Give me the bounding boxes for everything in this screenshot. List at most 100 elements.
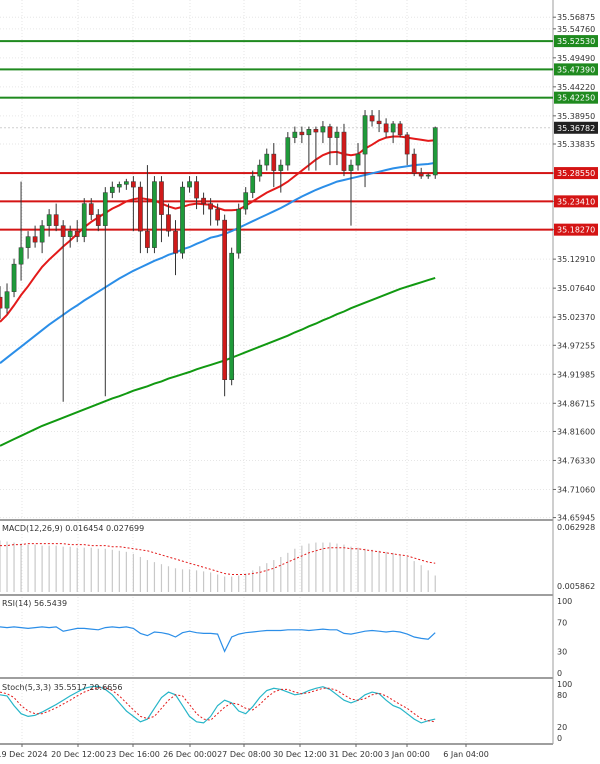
- panel-separator: [0, 519, 553, 521]
- panel-borders: [0, 0, 554, 745]
- rsi-tick-label: 30: [557, 647, 567, 656]
- price-tick-label: 35.56875: [557, 13, 595, 22]
- candle-body: [250, 175, 256, 193]
- resistance-level-label-bg: [554, 35, 598, 48]
- rsi-tick-label: 0: [557, 669, 562, 678]
- candle-body: [32, 236, 38, 243]
- candles: [0, 110, 438, 402]
- stoch-panel: 100 80 20 0: [0, 680, 572, 743]
- price-tick-label: 35.44220: [557, 83, 595, 92]
- time-tick-label: 30 Dec 12:00: [273, 750, 327, 759]
- support-level-label-bg: [554, 195, 598, 208]
- rsi-panel: 100 70 30 0: [0, 597, 572, 678]
- rsi-label: RSI(14) 56.5439: [2, 599, 67, 608]
- time-tick-label: 6 Jan 04:00: [443, 750, 489, 759]
- candle-body: [278, 164, 284, 171]
- stoch-tick-label: 80: [557, 691, 567, 700]
- resistance-level-label-bg: [554, 63, 598, 76]
- candle-body: [257, 164, 263, 177]
- stoch-tick-label: 0: [557, 734, 562, 743]
- support-level-label-bg: [554, 223, 598, 236]
- candle-body: [152, 181, 157, 248]
- candle-body: [173, 230, 178, 254]
- panel-separator: [0, 594, 553, 596]
- candle-body: [46, 214, 52, 226]
- candle-body: [88, 203, 94, 215]
- time-tick-label: 20 Dec 12:00: [51, 750, 105, 759]
- support-level-label-bg: [554, 167, 598, 180]
- price-tick-label: 35.49490: [557, 54, 595, 63]
- candle-body: [124, 181, 129, 185]
- ma-mid-line: [0, 161, 436, 364]
- price-tick-label: 35.54760: [557, 25, 595, 34]
- time-tick-label: 26 Dec 00:00: [163, 750, 217, 759]
- time-axis: 19 Dec 2024 20 Dec 12:00 23 Dec 16:00 26 De…: [0, 744, 489, 759]
- price-tick-label: 35.02370: [557, 313, 595, 322]
- macd-tick-label: 0.062928: [557, 523, 595, 532]
- candle-body: [362, 115, 368, 155]
- candle-body: [390, 123, 396, 133]
- macd-tick-label: 0.005862: [557, 582, 595, 591]
- candle-body: [194, 181, 199, 199]
- candle-body: [109, 186, 115, 193]
- time-tick-label: 19 Dec 2024: [0, 750, 48, 759]
- candle-body: [208, 203, 213, 210]
- price-tick-label: 34.71060: [557, 485, 595, 494]
- support-level-label: 35.23410: [557, 197, 595, 206]
- price-tick-label: 34.76330: [557, 456, 595, 465]
- support-level-line: [0, 172, 553, 175]
- candle-body: [187, 181, 192, 188]
- level-labels: 35.42250 35.47390 35.52530 35.28550 35.23410…: [554, 35, 598, 236]
- time-tick-label: 3 Jan 00:00: [384, 750, 430, 759]
- resistance-level-line: [0, 96, 553, 99]
- indicator-titles: MACD(12,26,9) 0.016454 0.027699 RSI(14) …: [2, 524, 144, 692]
- resistance-level-label: 35.52530: [557, 37, 595, 46]
- macd-label: MACD(12,26,9) 0.016454 0.027699: [2, 524, 144, 533]
- resistance-level-line: [0, 68, 553, 71]
- time-tick-label: 31 Dec 20:00: [329, 750, 383, 759]
- candle-body: [348, 164, 354, 171]
- rsi-tick-label: 100: [557, 597, 572, 606]
- resistance-level-label-bg: [554, 91, 598, 104]
- price-tick-label: 34.97255: [557, 341, 595, 350]
- support-level-label: 35.18270: [557, 226, 595, 235]
- rsi-tick-label: 70: [557, 619, 567, 628]
- candle-body: [95, 214, 101, 226]
- price-tick-label: 35.33835: [557, 140, 595, 149]
- stoch-tick-label: 100: [557, 680, 572, 689]
- candle-body: [299, 131, 305, 136]
- support-level-line: [0, 200, 553, 203]
- current-price-label: 35.36782: [557, 124, 595, 133]
- candle-body: [404, 134, 410, 155]
- time-tick-label: 27 Dec 08:00: [217, 750, 271, 759]
- candle-body: [341, 131, 347, 171]
- candle-body: [25, 236, 31, 248]
- price-tick-label: 34.91985: [557, 370, 595, 379]
- resistance-level-line: [0, 40, 553, 43]
- candle-body: [102, 192, 108, 226]
- candle-body: [4, 291, 10, 309]
- candle-body: [271, 153, 277, 171]
- candle-body: [138, 186, 143, 232]
- candle-body: [313, 129, 319, 133]
- candle-body: [397, 123, 403, 136]
- time-tick-label: 23 Dec 16:00: [106, 750, 160, 759]
- price-tick-label: 35.38950: [557, 112, 595, 121]
- candle-body: [411, 153, 417, 174]
- candle-body: [383, 123, 389, 133]
- candle-body: [264, 153, 270, 166]
- candle-body: [376, 120, 382, 125]
- candle-body: [369, 115, 375, 122]
- candle-body: [201, 197, 206, 204]
- stoch-k-line: [0, 685, 436, 724]
- stoch-d-line: [0, 687, 436, 723]
- candle-body: [0, 296, 3, 309]
- price-tick-label: 34.86715: [557, 399, 595, 408]
- price-tick-label: 34.81600: [557, 427, 595, 436]
- candle-body: [215, 208, 220, 221]
- panel-separator: [0, 743, 553, 745]
- panel-separator: [0, 677, 553, 679]
- candle-body: [180, 186, 185, 254]
- candle-body: [243, 192, 249, 210]
